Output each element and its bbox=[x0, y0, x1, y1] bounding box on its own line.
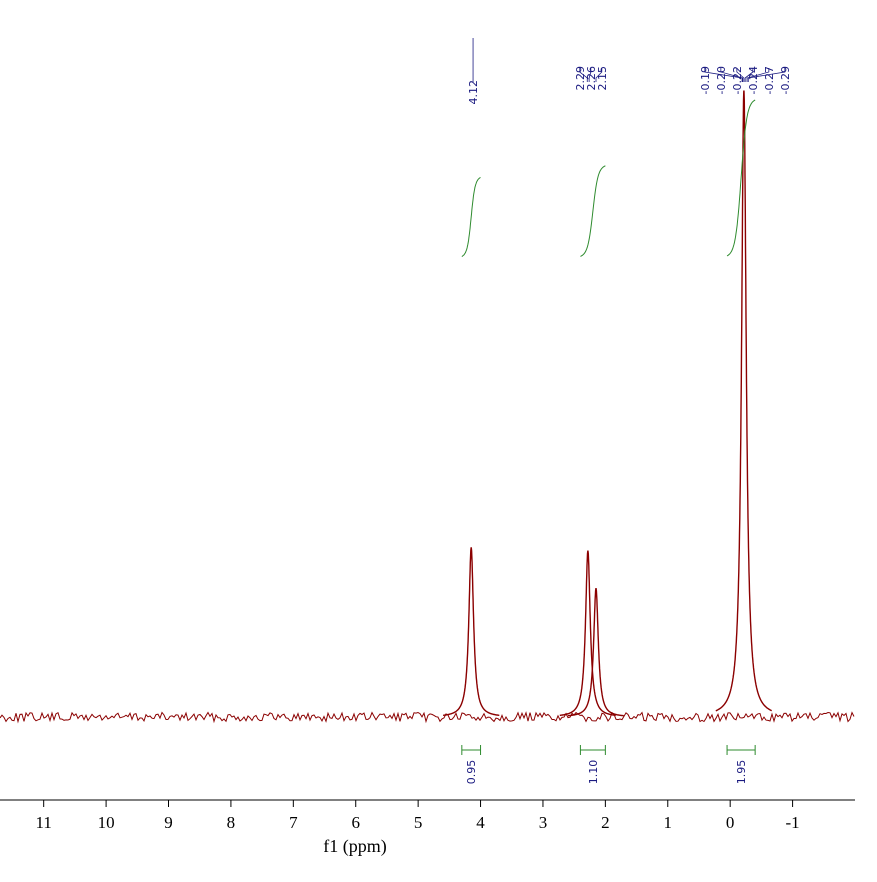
peak-label: 4.12 bbox=[467, 80, 480, 105]
integral-label: 1.95 bbox=[735, 760, 748, 785]
peak-label-connector bbox=[595, 68, 603, 82]
peak-label: -0.24 bbox=[747, 66, 760, 94]
peak-label-connector bbox=[579, 68, 588, 82]
peak-label-connector bbox=[720, 68, 744, 82]
integral-bracket bbox=[726, 745, 756, 755]
x-tick-label: 5 bbox=[414, 813, 423, 832]
baseline-noise bbox=[0, 711, 855, 724]
peak bbox=[715, 90, 773, 712]
peak-label: -0.27 bbox=[763, 66, 776, 94]
x-tick-label: 2 bbox=[601, 813, 610, 832]
peak-label: 2.29 bbox=[574, 66, 587, 91]
integral-curve bbox=[726, 99, 756, 257]
peak-label-connector bbox=[588, 68, 592, 82]
x-tick-label: 10 bbox=[98, 813, 115, 832]
x-axis-title: f1 (ppm) bbox=[323, 836, 386, 857]
x-tick-label: 1 bbox=[664, 813, 673, 832]
peak-label-connector bbox=[747, 68, 786, 82]
x-tick-label: 7 bbox=[289, 813, 298, 832]
integral-curve bbox=[580, 165, 606, 257]
peak bbox=[567, 588, 624, 717]
peak-label: -0.29 bbox=[779, 66, 792, 94]
x-tick-label: 3 bbox=[539, 813, 548, 832]
peak bbox=[443, 547, 500, 716]
x-tick-label: 11 bbox=[35, 813, 51, 832]
peak-label-connector bbox=[736, 68, 745, 82]
integral-label: 0.95 bbox=[465, 760, 478, 785]
peak-label-connector bbox=[704, 68, 743, 82]
integral-bracket bbox=[461, 745, 482, 755]
peak-label-connector bbox=[746, 68, 770, 82]
integral-bracket bbox=[579, 745, 606, 755]
peak-label: 2.15 bbox=[596, 66, 609, 91]
x-tick-label: -1 bbox=[786, 813, 800, 832]
peak bbox=[559, 550, 616, 717]
x-tick-label: 8 bbox=[227, 813, 236, 832]
peak-label-connector bbox=[744, 68, 754, 82]
x-tick-label: 9 bbox=[164, 813, 173, 832]
x-tick-label: 0 bbox=[726, 813, 735, 832]
x-tick-label: 6 bbox=[351, 813, 360, 832]
x-tick-label: 4 bbox=[476, 813, 485, 832]
peak-label: -0.20 bbox=[715, 66, 728, 94]
integral-curve bbox=[461, 176, 481, 257]
peak-label: -0.22 bbox=[731, 66, 744, 94]
integral-label: 1.10 bbox=[587, 760, 600, 785]
peak-label: -0.19 bbox=[699, 66, 712, 94]
peak-label: 2.26 bbox=[585, 66, 598, 91]
